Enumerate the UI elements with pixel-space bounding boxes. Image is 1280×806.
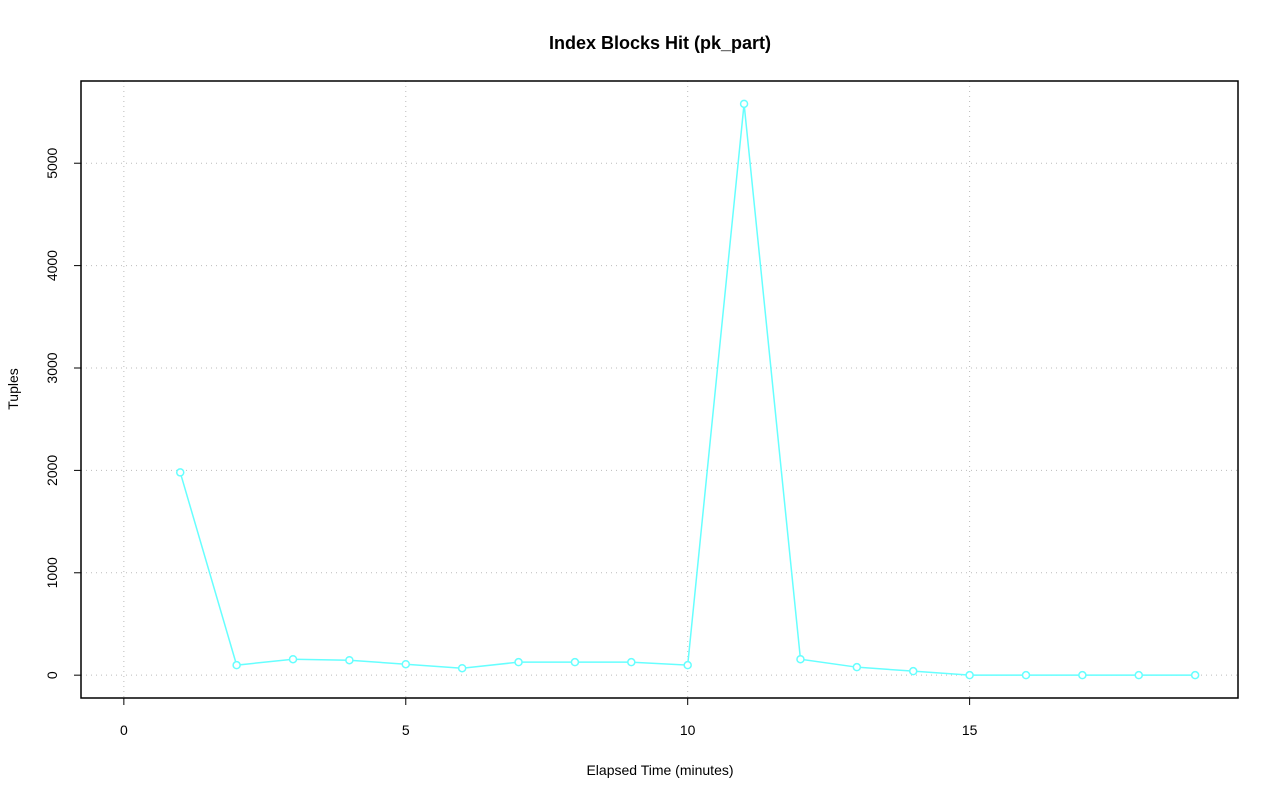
data-point (796, 654, 805, 664)
y-axis-label: Tuples (5, 368, 21, 410)
x-tick-label: 10 (680, 722, 696, 738)
data-point (1134, 670, 1144, 680)
data-point (965, 670, 974, 680)
chart-title: Index Blocks Hit (pk_part) (549, 33, 771, 53)
x-tick-label: 5 (402, 722, 410, 738)
data-point (514, 657, 523, 667)
data-point (627, 657, 636, 667)
data-point (852, 662, 862, 672)
y-tick-label: 4000 (44, 250, 60, 281)
data-point (683, 660, 692, 670)
x-axis-label: Elapsed Time (minutes) (586, 762, 733, 778)
plot-frame (80, 80, 1239, 699)
data-point (739, 99, 749, 109)
data-point (401, 659, 411, 669)
series-line (179, 103, 1196, 676)
data-point (1078, 670, 1087, 680)
data-point (570, 657, 580, 667)
data-point (1190, 670, 1200, 680)
y-tick-label: 2000 (44, 455, 60, 486)
data-point (175, 468, 185, 477)
x-tick-label: 0 (120, 722, 128, 738)
data-point (345, 655, 354, 665)
data-point (457, 663, 467, 673)
data-point (288, 654, 298, 664)
y-tick-label: 0 (44, 671, 60, 679)
y-tick-label: 5000 (44, 147, 60, 178)
data-point (908, 666, 918, 676)
data-point (232, 660, 241, 670)
y-tick-label: 3000 (44, 352, 60, 383)
x-tick-label: 15 (962, 722, 978, 738)
y-tick-label: 1000 (44, 557, 60, 588)
data-point (1021, 670, 1031, 680)
